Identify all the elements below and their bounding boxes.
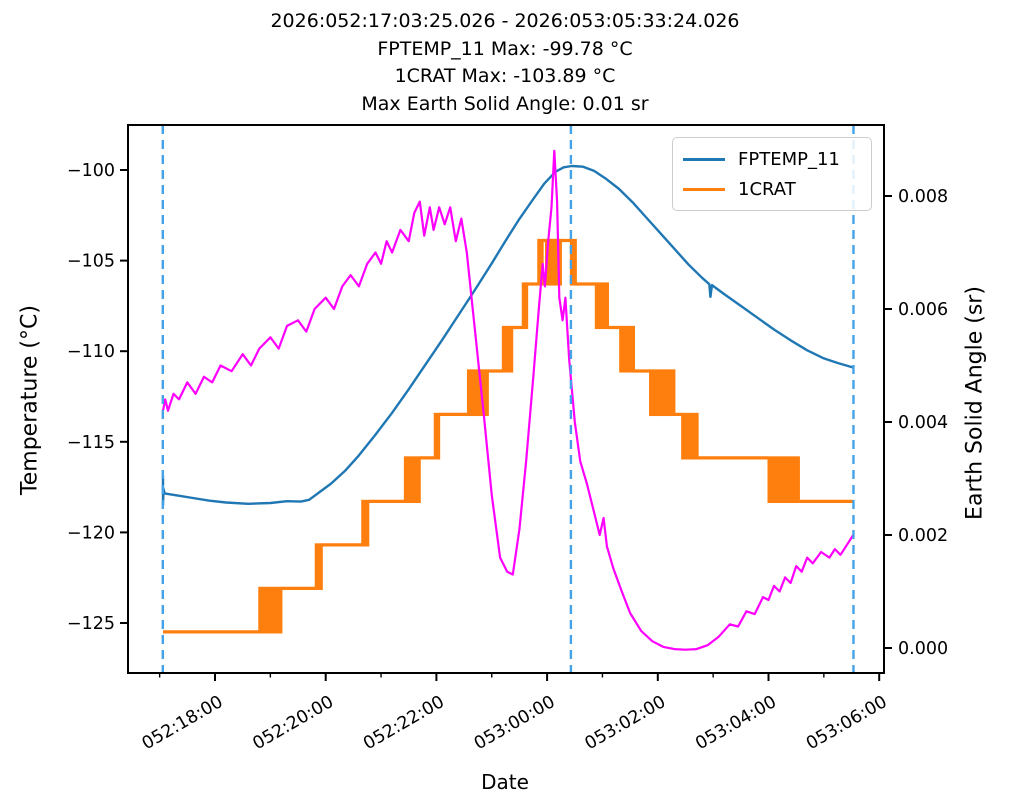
y-axis-label-left: Temperature (°C) (17, 305, 43, 495)
x-axis-tick-label: 053:04:00 (692, 692, 780, 754)
series-1crat-noise-band (501, 325, 514, 373)
y-left-tick-label: −120 (67, 523, 115, 543)
legend-line-sample-fptemp11 (683, 157, 725, 161)
series-1crat-noise-band (619, 325, 635, 373)
series-1crat-noise-band (466, 369, 489, 417)
series-1crat-noise-band (361, 499, 370, 547)
y-right-tick-label: 0.000 (898, 639, 948, 659)
series-1crat-noise-band (521, 282, 529, 330)
title-line-solid-angle-max: Max Earth Solid Angle: 0.01 sr (361, 92, 649, 115)
x-axis-tick-label: 052:18:00 (139, 692, 227, 754)
chart-title: 2026:052:17:03:25.026 - 2026:053:05:33:2… (125, 8, 885, 118)
y-right-tick-label: 0.006 (898, 300, 948, 320)
series-1crat-noise-band (594, 282, 609, 330)
series-fptemp-11-line (161, 164, 855, 507)
legend-label-1crat: 1CRAT (738, 178, 796, 200)
y-left-tick-label: −100 (67, 161, 115, 181)
y-left-tick-label: −110 (67, 342, 115, 362)
y-right-tick-label: 0.004 (898, 413, 948, 433)
y-right-tick-label: 0.002 (898, 526, 948, 546)
series-1crat-noise-band (681, 412, 699, 460)
legend-line-sample-1crat (683, 187, 725, 191)
legend: FPTEMP_11 1CRAT (672, 137, 872, 211)
plot-border (127, 124, 885, 674)
series-1crat-noise-band (537, 238, 544, 286)
legend-item-1crat: 1CRAT (683, 179, 861, 200)
y-left-tick-label: −125 (67, 614, 115, 634)
y-axis-label-right: Earth Solid Angle (sr) (962, 286, 988, 520)
series-1crat-noise-band (314, 543, 323, 590)
y-right-tick-label: 0.008 (898, 187, 948, 207)
x-axis-tick-label: 053:06:00 (803, 692, 891, 754)
title-line-timerange: 2026:052:17:03:25.026 - 2026:053:05:33:2… (270, 10, 740, 32)
series-1crat-noise-band (433, 412, 441, 460)
legend-label-fptemp11: FPTEMP_11 (738, 148, 840, 170)
y-left-tick-label: −115 (67, 433, 115, 453)
y-left-tick-label: −105 (67, 252, 115, 272)
series-1crat-noise-band (403, 456, 421, 504)
series-1crat-noise-band (569, 238, 577, 286)
series-1crat-noise-band (258, 586, 283, 634)
series-1crat-noise-band (767, 456, 800, 504)
x-axis-tick-label: 053:00:00 (471, 692, 559, 754)
x-axis-label: Date (481, 770, 529, 794)
x-axis-tick-label: 053:02:00 (582, 692, 670, 754)
x-axis-tick-label: 052:20:00 (249, 692, 337, 754)
title-line-1crat-max: 1CRAT Max: -103.89 °C (394, 65, 616, 87)
legend-item-fptemp11: FPTEMP_11 (683, 149, 861, 170)
series-earth-solid-angle-line (161, 149, 855, 651)
title-line-fptemp-max: FPTEMP_11 Max: -99.78 °C (377, 37, 633, 60)
series-1crat-noise-band (649, 369, 676, 417)
x-axis-tick-label: 052:22:00 (360, 692, 448, 754)
